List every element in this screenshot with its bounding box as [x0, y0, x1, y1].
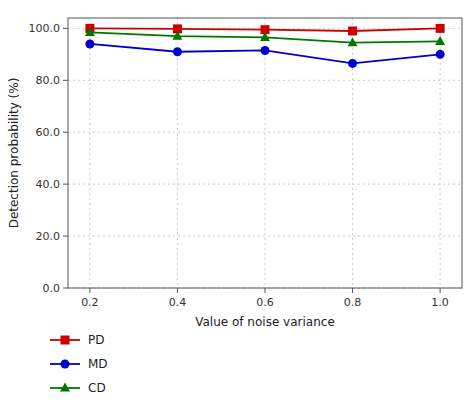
grid-line	[89, 18, 90, 288]
x-axis-label: Value of noise variance	[195, 315, 335, 329]
tick-label: 80.0	[36, 74, 61, 87]
tick	[440, 288, 441, 293]
tick-label: 1.0	[431, 296, 449, 309]
tick	[63, 288, 68, 289]
point	[436, 50, 445, 59]
plot-frame	[68, 18, 462, 288]
point	[348, 37, 358, 46]
point	[348, 26, 357, 35]
tick-label: 0.2	[81, 296, 99, 309]
point	[260, 32, 270, 41]
tick-label: 0.0	[43, 282, 61, 295]
legend-label: PD	[88, 333, 104, 347]
legend-marker	[61, 336, 70, 345]
grid-line	[177, 18, 178, 288]
grid	[68, 18, 462, 288]
grid-line	[68, 236, 462, 237]
tick	[265, 288, 266, 293]
point	[435, 36, 445, 45]
tick	[89, 288, 90, 293]
tick-label: 0.8	[344, 296, 362, 309]
point	[261, 46, 270, 55]
tick	[63, 236, 68, 237]
tick-label: 0.4	[169, 296, 187, 309]
point	[85, 27, 95, 36]
tick-label: 40.0	[36, 178, 61, 191]
point	[85, 39, 94, 48]
tick	[63, 80, 68, 81]
point	[173, 47, 182, 56]
tick	[352, 288, 353, 293]
grid-line	[265, 18, 266, 288]
tick-label: 0.6	[256, 296, 274, 309]
tick	[177, 288, 178, 293]
point	[436, 24, 445, 33]
grid-line	[352, 18, 353, 288]
legend-label: CD	[88, 381, 106, 395]
legend: PD MD CD	[50, 333, 108, 395]
point	[172, 31, 182, 40]
y-axis-label: Detection probability (%)	[7, 78, 21, 229]
grid-line	[68, 132, 462, 133]
series	[85, 27, 445, 46]
line	[90, 32, 440, 42]
tick-label: 100.0	[29, 22, 61, 35]
series	[85, 39, 444, 67]
series-group	[85, 24, 445, 68]
legend-marker	[60, 383, 70, 392]
legend-marker	[61, 360, 70, 369]
tick	[63, 28, 68, 29]
tick-label: 20.0	[36, 230, 61, 243]
point	[348, 59, 357, 68]
axes: 0.0 20.0 40.0 60.0 80.0 100.0 0.2 0.4 0.6 0.8 1.0	[29, 18, 463, 309]
chart: 0.0 20.0 40.0 60.0 80.0 100.0 0.2 0.4 0.6 0.8 1.0 V…	[0, 0, 474, 418]
tick	[63, 184, 68, 185]
tick-label: 60.0	[36, 126, 61, 139]
tick	[63, 132, 68, 133]
legend-label: MD	[88, 357, 108, 371]
line	[90, 44, 440, 63]
